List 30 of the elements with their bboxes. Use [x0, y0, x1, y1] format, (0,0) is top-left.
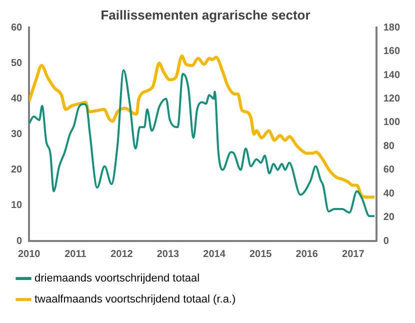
y2-tick-label: 0 — [383, 236, 390, 247]
y2-tick-label: 160 — [383, 46, 400, 58]
y-tick-label: 30 — [11, 129, 23, 140]
chart-title: Faillissementen agrarische sector — [100, 7, 310, 22]
legend-label: twaalfmaands voortschrijdend totaal (r.a.) — [34, 294, 236, 306]
x-tick-label: 2017 — [342, 248, 365, 260]
x-tick-label: 2015 — [249, 248, 272, 260]
y2-tick-label: 180 — [383, 22, 400, 34]
y-tick-label: 50 — [11, 58, 23, 69]
y2-tick-label: 100 — [383, 117, 400, 128]
x-tick-label: 2010 — [18, 248, 41, 260]
x-tick-label: 2012 — [110, 248, 134, 260]
y2-tick-label: 120 — [383, 93, 400, 104]
y-tick-label: 0 — [16, 236, 23, 247]
line-series — [29, 69, 376, 218]
x-tick-label: 2016 — [296, 248, 318, 260]
x-tick-label: 2014 — [203, 248, 226, 260]
y2-tick-label: 140 — [383, 70, 400, 81]
y2-tick-label: 60 — [383, 164, 395, 176]
line-series — [29, 54, 376, 199]
y2-tick-label: 20 — [383, 212, 395, 224]
y-tick-label: 20 — [11, 164, 23, 176]
y2-tick-label: 80 — [383, 140, 395, 152]
y-tick-label: 10 — [11, 200, 23, 212]
legend-label: driemaands voortschrijdend totaal — [34, 272, 200, 285]
x-tick-label: 2013 — [156, 248, 180, 260]
y-tick-label: 60 — [11, 22, 23, 34]
y2-tick-label: 40 — [383, 188, 395, 200]
y-tick-label: 40 — [11, 93, 23, 104]
x-tick-label: 2011 — [64, 248, 87, 260]
